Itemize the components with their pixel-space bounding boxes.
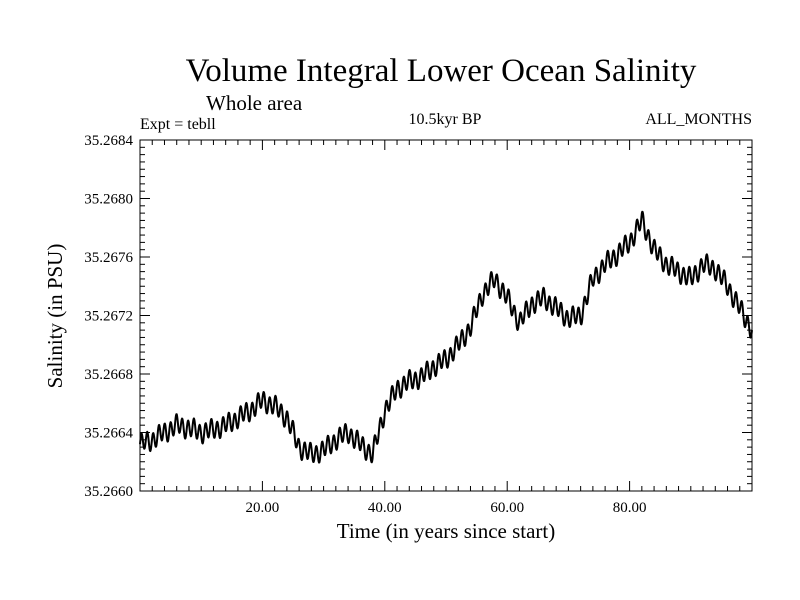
months-label: ALL_MONTHS	[645, 111, 752, 128]
x-axis-label: Time (in years since start)	[337, 519, 556, 543]
salinity-series-line	[139, 210, 753, 464]
x-tick-label: 60.00	[490, 500, 524, 516]
experiment-label: Expt = tebll	[140, 116, 216, 133]
y-tick-label: 35.2676	[84, 250, 133, 266]
x-tick-label: 20.00	[246, 500, 280, 516]
y-tick-label: 35.2664	[84, 426, 133, 442]
y-tick-label: 35.2672	[84, 309, 133, 325]
x-tick-label: 80.00	[613, 500, 647, 516]
x-tick-label: 40.00	[368, 500, 402, 516]
axis-ticks	[140, 140, 752, 491]
y-tick-label: 35.2668	[84, 367, 133, 383]
chart-title: Volume Integral Lower Ocean Salinity	[186, 53, 697, 89]
y-tick-label: 35.2680	[84, 192, 133, 208]
period-label: 10.5kyr BP	[409, 111, 482, 128]
y-tick-label: 35.2684	[84, 133, 133, 149]
chart-subtitle: Whole area	[206, 91, 303, 115]
y-tick-label: 35.2660	[84, 484, 133, 500]
plot-frame	[139, 139, 753, 492]
y-axis-label: Salinity (in PSU)	[43, 244, 67, 389]
axis-tick-labels: 20.00 40.00 60.00 80.00 35.2660 35.2664 35.266…	[84, 133, 646, 516]
